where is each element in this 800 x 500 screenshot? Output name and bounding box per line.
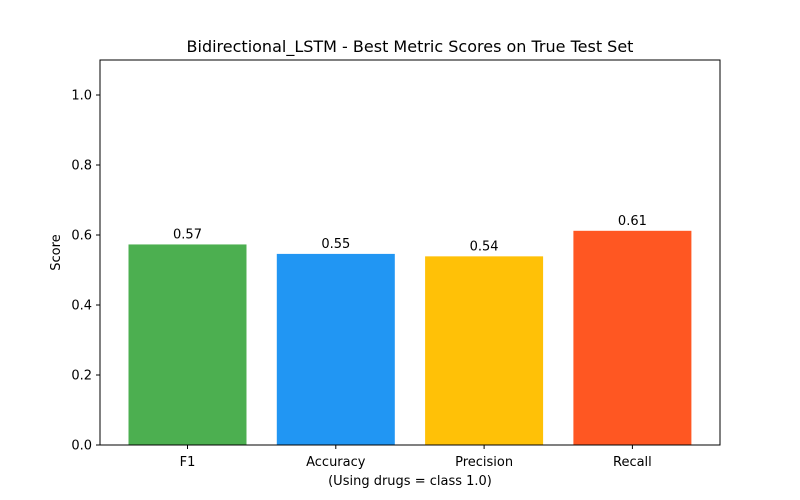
y-axis: 0.0 0.2 0.4 0.6 0.8 1.0	[71, 89, 100, 454]
y-tick-label: 0.0	[71, 439, 92, 454]
y-axis-label: Score	[49, 234, 64, 270]
chart-title: Bidirectional_LSTM - Best Metric Scores …	[187, 37, 634, 57]
bar-precision	[425, 256, 544, 445]
data-label-recall: 0.61	[618, 214, 647, 229]
data-label-precision: 0.54	[470, 239, 499, 254]
plot-frame	[99, 59, 721, 446]
bar-accuracy	[276, 253, 395, 445]
data-label-f1: 0.57	[173, 227, 202, 242]
bars-layer	[128, 230, 692, 445]
x-axis-label: (Using drugs = class 1.0)	[328, 474, 492, 489]
x-tick-label-f1: F1	[180, 455, 196, 470]
data-labels-layer: 0.57 0.55 0.54 0.61	[173, 214, 647, 255]
data-label-accuracy: 0.55	[321, 237, 350, 252]
y-tick-label: 0.4	[71, 299, 92, 314]
x-tick-label-precision: Precision	[455, 455, 513, 470]
x-axis: F1 Accuracy Precision Recall	[180, 445, 652, 470]
y-tick-label: 0.8	[71, 159, 92, 174]
x-tick-label-accuracy: Accuracy	[306, 455, 366, 470]
bar-f1	[128, 244, 247, 445]
y-tick-label: 0.6	[71, 229, 92, 244]
y-tick-label: 1.0	[71, 89, 92, 104]
y-tick-label: 0.2	[71, 369, 92, 384]
bar-recall	[573, 230, 692, 445]
x-tick-label-recall: Recall	[613, 455, 652, 470]
